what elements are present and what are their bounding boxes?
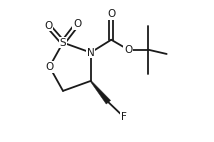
Text: N: N [87,48,95,58]
Text: F: F [121,112,127,122]
Text: O: O [44,21,52,31]
Text: O: O [124,45,132,55]
Text: O: O [45,62,54,72]
Text: O: O [73,19,81,29]
Polygon shape [90,81,111,104]
Text: O: O [107,9,115,19]
Text: S: S [60,38,66,48]
